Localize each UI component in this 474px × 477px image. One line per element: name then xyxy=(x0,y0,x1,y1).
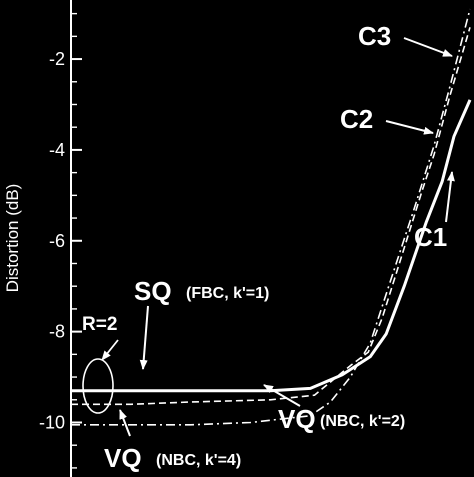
vq4-sublabel: (NBC, k'=4) xyxy=(156,452,241,469)
c2-label: C2 xyxy=(340,104,373,134)
y-axis-title: Distortion (dB) xyxy=(3,184,22,293)
y-tick-labels: -2 -4 -6 -8 -10 xyxy=(39,49,65,432)
series-line-sq xyxy=(71,99,472,393)
y-tick-label: -2 xyxy=(49,49,65,69)
vq4-arrow xyxy=(119,409,131,437)
series-layer xyxy=(71,8,472,426)
c3-label: C3 xyxy=(358,21,391,51)
series-line-vq2 xyxy=(71,27,471,406)
r2-ellipse xyxy=(82,358,114,414)
y-axis-ticks xyxy=(71,12,82,469)
r2-label: R=2 xyxy=(82,314,117,335)
y-tick-label: -10 xyxy=(39,412,65,432)
series-line-vq4 xyxy=(71,8,471,426)
c2-arrow xyxy=(385,120,434,135)
sq-sublabel: (FBC, k'=1) xyxy=(186,285,269,302)
c3-arrow xyxy=(403,37,453,57)
vq4-label: VQ xyxy=(104,443,142,473)
c1-arrow xyxy=(445,171,455,223)
sq-label: SQ xyxy=(134,276,172,306)
vq2-label: VQ xyxy=(278,404,316,434)
y-tick-label: -8 xyxy=(49,322,65,342)
vq2-arrow xyxy=(263,384,301,407)
vq2-sublabel: (NBC, k'=2) xyxy=(320,413,405,430)
sq-arrow xyxy=(139,305,149,370)
r2-arrow xyxy=(101,339,119,361)
c1-label: C1 xyxy=(414,222,447,252)
y-tick-label: -6 xyxy=(49,231,65,251)
y-tick-label: -4 xyxy=(49,140,65,160)
